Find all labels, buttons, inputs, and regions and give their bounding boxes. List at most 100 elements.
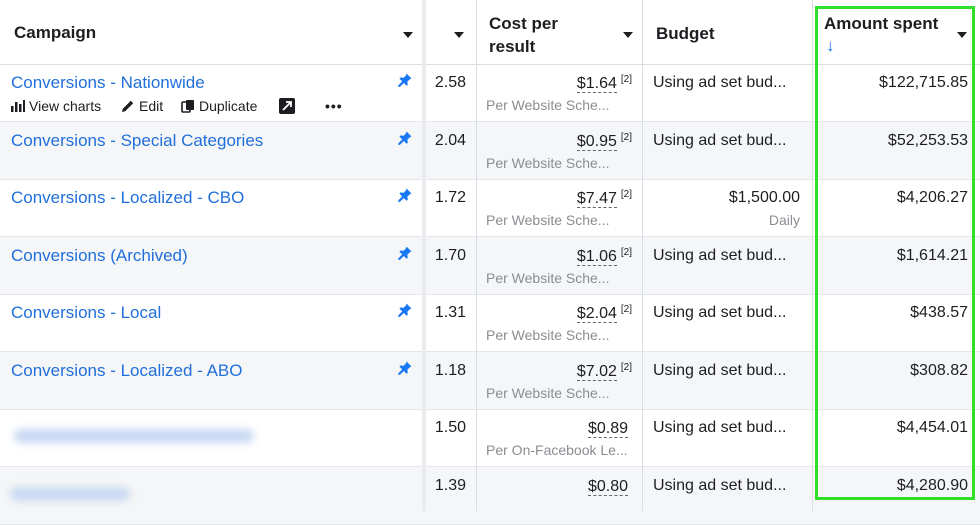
sort-descending-icon[interactable]: ↓ [826, 36, 835, 55]
table-row[interactable]: Conversions - Localized - CBO 1.72 $7.47… [0, 179, 980, 237]
results-cell: 1.72 [424, 179, 476, 236]
cost-value[interactable]: $7.02 [2] [576, 361, 632, 381]
cost-per-result-cell: $1.64 [2] Per Website Sche... [476, 64, 642, 121]
budget-value: Using ad set bud... [653, 476, 787, 494]
campaign-name-link[interactable]: Conversions - Localized - ABO [11, 360, 243, 380]
campaign-name-link[interactable]: Conversions (Archived) [11, 245, 188, 265]
cost-value[interactable]: $1.06 [2] [576, 246, 632, 266]
pin-icon[interactable] [397, 72, 413, 88]
cost-per-result-cell: $7.47 [2] Per Website Sche... [476, 179, 642, 236]
spent-dropdown-icon[interactable] [957, 32, 967, 38]
pin-icon[interactable] [397, 302, 413, 318]
amount-spent-cell: $438.57 [812, 294, 980, 351]
budget-cell: Using ad set bud... [642, 122, 812, 179]
edit-label: Edit [139, 98, 164, 114]
column-header-cost-per-result[interactable]: Cost per result [476, 0, 642, 64]
campaign-name-link[interactable]: Conversions - Local [11, 303, 162, 322]
campaign-cell: Conversions - Local [0, 294, 424, 351]
table-row[interactable]: Conversions - Local 1.31 $2.04 [2] Per We… [0, 294, 980, 352]
budget-header-label: Budget [656, 24, 715, 43]
results-value: 1.70 [434, 246, 466, 264]
column-divider[interactable] [476, 0, 477, 511]
budget-cell: Using ad set bud... [642, 352, 812, 409]
external-link-icon [279, 98, 295, 114]
table-row[interactable]: 1.39 $0.80 Using ad set bud... $4,280.90 [0, 466, 980, 525]
amount-spent-value: $438.57 [910, 304, 968, 321]
campaign-cell: Conversions - Localized - CBO [0, 179, 424, 236]
budget-cell: Using ad set bud... [642, 294, 812, 351]
cost-value[interactable]: $0.89 [587, 420, 628, 439]
results-cell: 1.18 [424, 352, 476, 409]
column-header-amount-spent[interactable]: Amount spent ↓ [812, 0, 980, 64]
duplicate-icon [181, 100, 194, 113]
column-divider[interactable] [642, 0, 643, 511]
table-row[interactable]: Conversions - Localized - ABO 1.18 $7.02… [0, 351, 980, 410]
more-options-icon[interactable]: ••• [325, 98, 343, 114]
pencil-icon [122, 100, 134, 112]
campaign-header-label: Campaign [14, 23, 97, 42]
view-charts-button[interactable]: View charts [11, 98, 101, 114]
redacted-campaign-name [10, 486, 130, 501]
cost-value[interactable]: $0.95 [2] [576, 131, 632, 151]
pin-icon[interactable] [397, 130, 413, 146]
amount-spent-value: $1,614.21 [896, 246, 968, 264]
cost-subtext: Per On-Facebook Le... [486, 442, 628, 458]
column-divider-frozen[interactable] [422, 0, 426, 511]
results-value: 1.72 [434, 189, 466, 206]
table-row[interactable]: Conversions (Archived) 1.70 $1.06 [2] Per… [0, 236, 980, 295]
open-external-button[interactable] [279, 98, 295, 114]
campaign-dropdown-icon[interactable] [403, 32, 413, 38]
amount-spent-value: $4,454.01 [896, 419, 968, 436]
campaign-name-link[interactable]: Conversions - Localized - CBO [11, 188, 245, 207]
amount-spent-value: $308.82 [910, 361, 968, 379]
pin-icon[interactable] [397, 187, 413, 203]
budget-cell: Using ad set bud... [642, 237, 812, 294]
amount-spent-cell: $308.82 [812, 352, 980, 409]
budget-value: Using ad set bud... [653, 131, 787, 149]
cost-per-result-cell: $0.95 [2] Per Website Sche... [476, 122, 642, 179]
results-cell: 1.39 [424, 467, 476, 524]
column-header-campaign[interactable]: Campaign [0, 0, 424, 64]
cost-subtext: Per Website Sche... [486, 384, 610, 401]
amount-spent-cell: $52,253.53 [812, 122, 980, 179]
cost-subtext: Per Website Sche... [486, 212, 610, 228]
cost-subtext: Per Website Sche... [486, 327, 610, 343]
results-value: 1.18 [434, 361, 466, 379]
results-dropdown-icon[interactable] [454, 32, 464, 38]
amount-spent-value: $122,715.85 [879, 74, 968, 91]
amount-spent-cell: $122,715.85 [812, 64, 980, 121]
cost-value[interactable]: $1.64 [2] [576, 74, 632, 94]
budget-period: Daily [768, 212, 800, 228]
budget-value: $1,500.00 [728, 189, 800, 206]
cost-value[interactable]: $0.80 [587, 477, 628, 496]
cost-value[interactable]: $2.04 [2] [576, 304, 632, 324]
campaign-cell [0, 467, 424, 524]
results-value: 1.50 [434, 419, 466, 436]
amount-spent-cell: $4,206.27 [812, 179, 980, 236]
cost-subtext: Per Website Sche... [486, 269, 610, 286]
table-row[interactable]: 1.50 $0.89 Per On-Facebook Le... Using a… [0, 409, 980, 467]
cost-dropdown-icon[interactable] [623, 32, 633, 38]
campaign-cell: Conversions - Localized - ABO [0, 352, 424, 409]
campaign-name-link[interactable]: Conversions - Special Categories [11, 130, 264, 150]
amount-spent-cell: $4,454.01 [812, 409, 980, 466]
duplicate-button[interactable]: Duplicate [181, 98, 257, 114]
budget-cell: Using ad set bud... [642, 467, 812, 524]
column-divider[interactable] [812, 0, 813, 511]
amount-spent-value: $4,280.90 [896, 476, 968, 494]
edit-button[interactable]: Edit [121, 98, 163, 114]
amount-spent-value: $4,206.27 [896, 189, 968, 206]
cost-per-result-cell: $0.89 Per On-Facebook Le... [476, 409, 642, 466]
results-value: 2.04 [434, 131, 466, 149]
table-row[interactable]: Conversions - Nationwide View charts Edi… [0, 64, 980, 122]
table-row[interactable]: Conversions - Special Categories 2.04 $0… [0, 121, 980, 180]
pin-icon[interactable] [397, 245, 413, 261]
column-header-budget[interactable]: Budget [642, 0, 812, 64]
column-header-results[interactable] [424, 0, 476, 64]
campaign-name-link[interactable]: Conversions - Nationwide [11, 73, 205, 92]
budget-value: Using ad set bud... [653, 74, 787, 91]
cost-value[interactable]: $7.47 [2] [576, 189, 632, 209]
pin-icon[interactable] [397, 360, 413, 376]
campaign-cell [0, 409, 424, 466]
